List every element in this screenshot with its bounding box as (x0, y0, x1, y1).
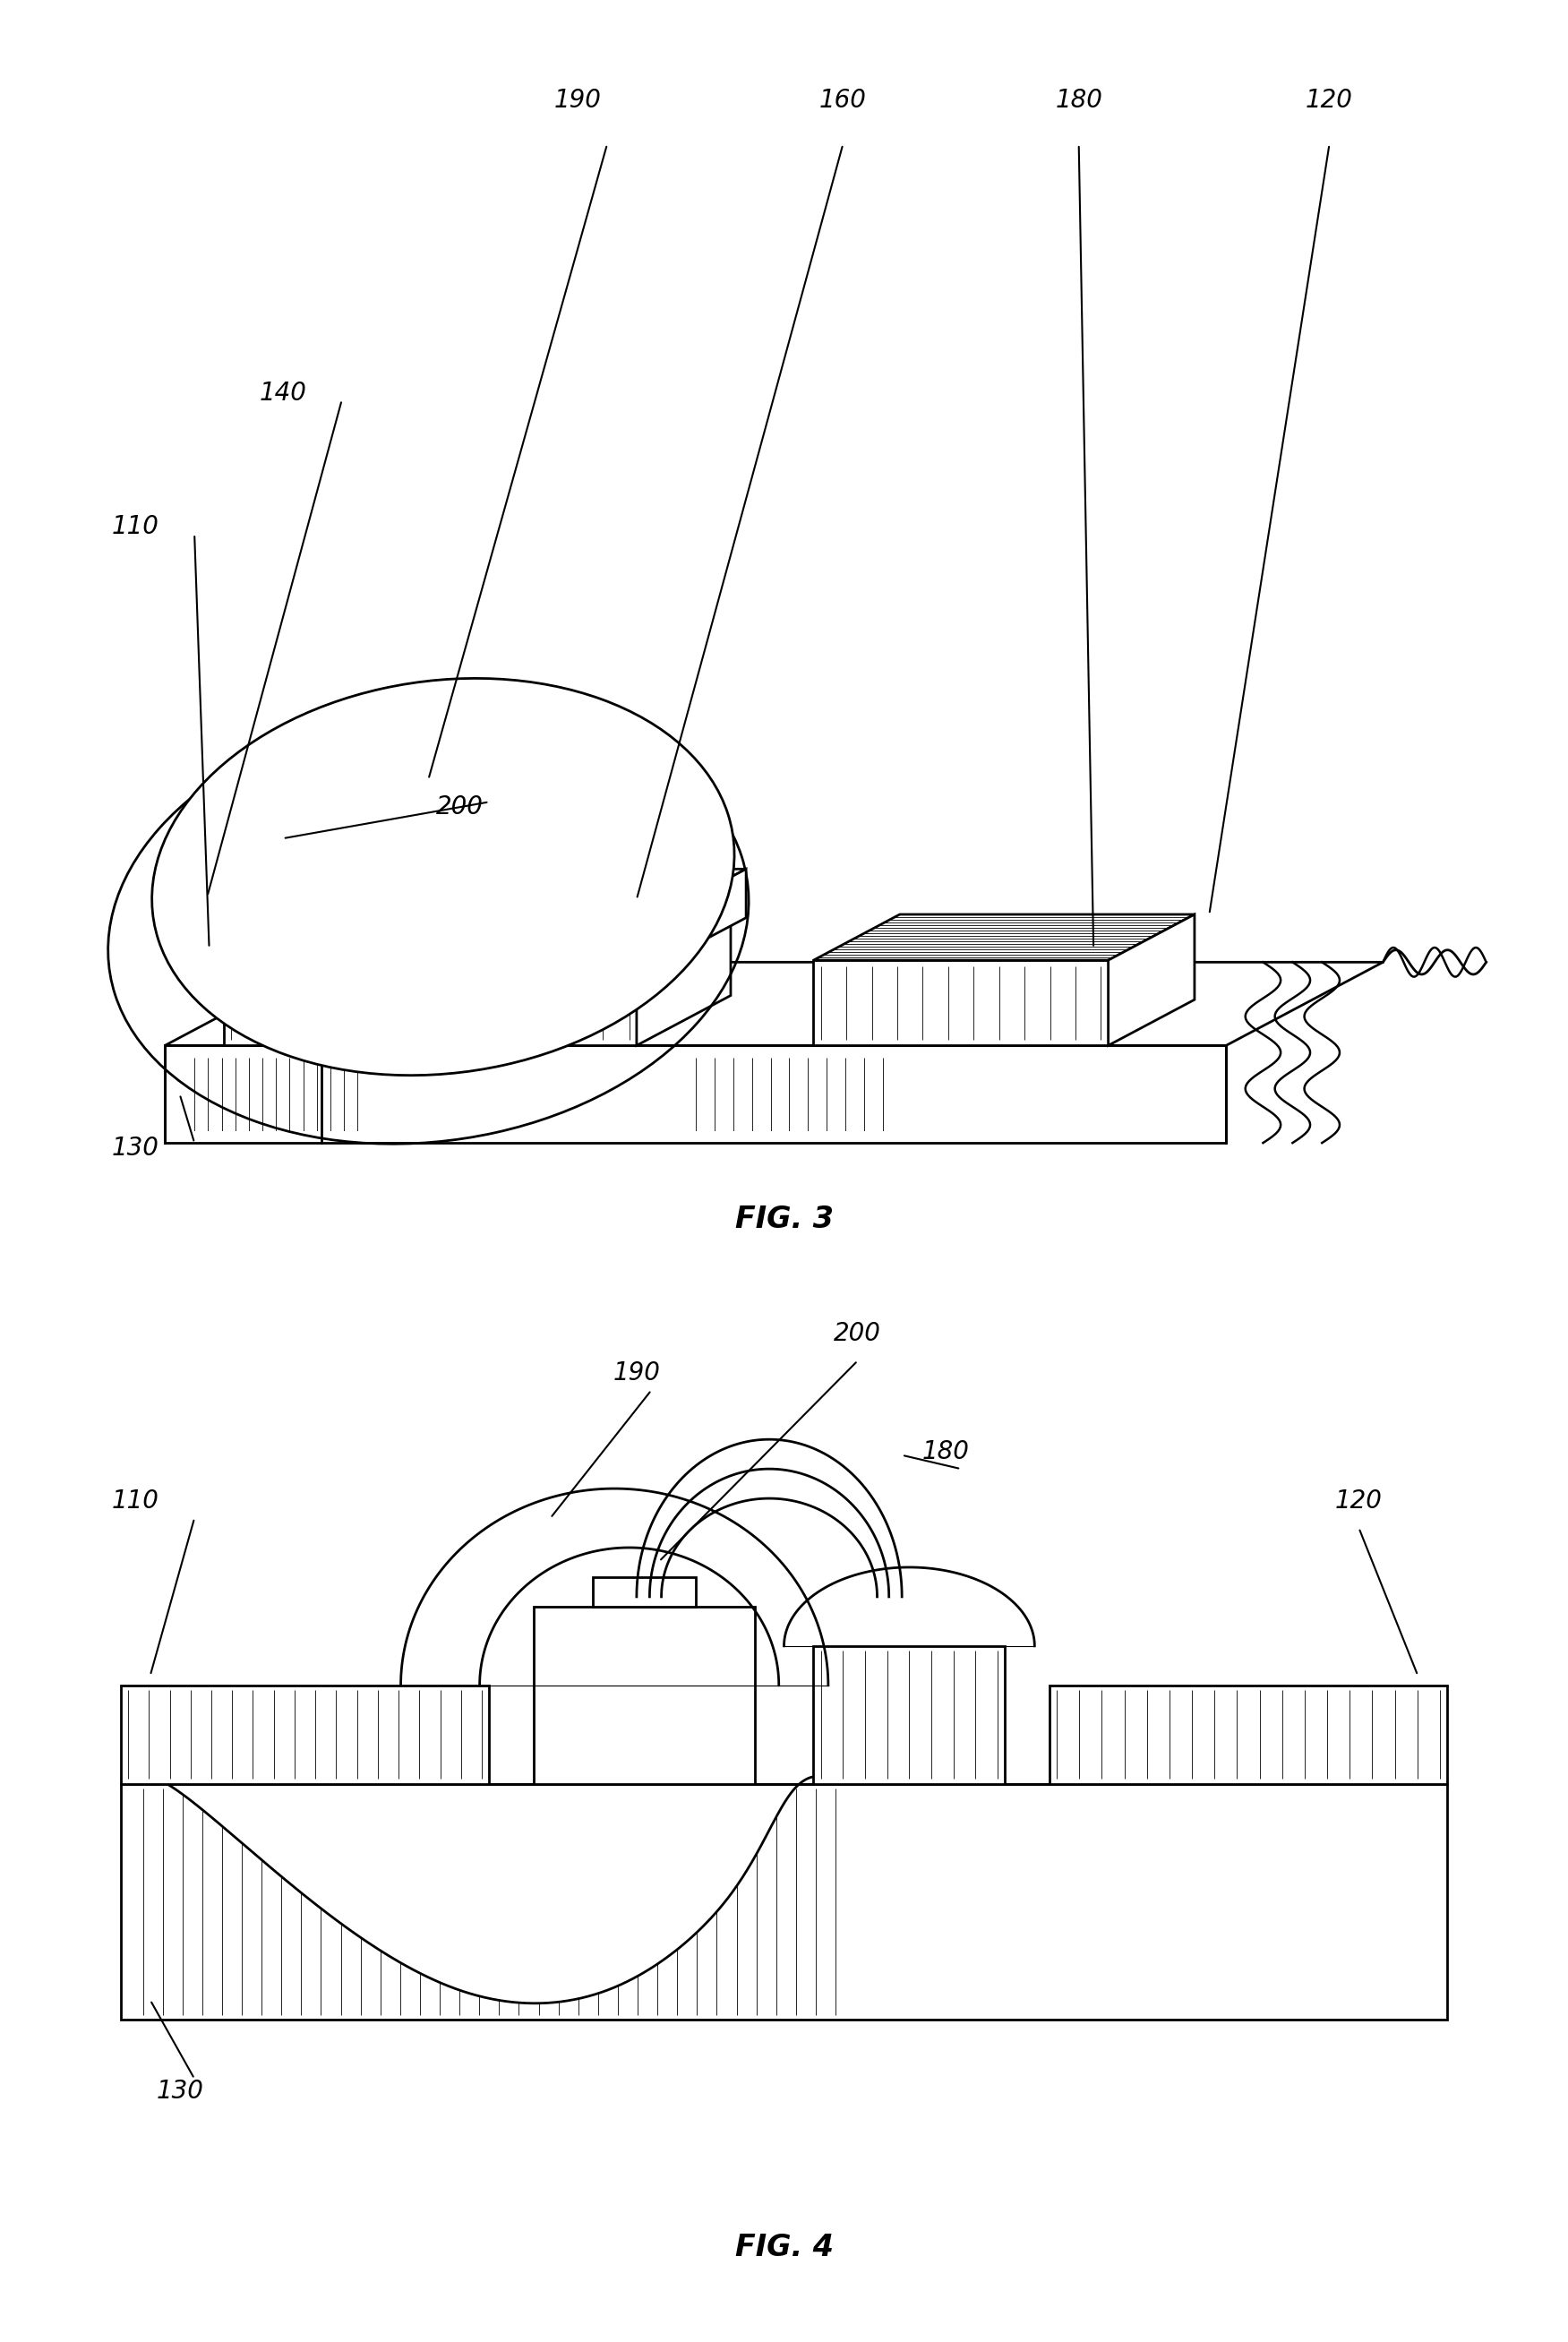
Polygon shape (593, 1576, 696, 1607)
Polygon shape (312, 869, 746, 911)
Polygon shape (224, 960, 637, 1045)
Text: 120: 120 (1336, 1490, 1383, 1513)
Polygon shape (121, 1785, 1447, 2019)
Text: FIG. 4: FIG. 4 (735, 2232, 833, 2262)
Polygon shape (165, 1045, 1226, 1143)
Polygon shape (1049, 1686, 1447, 1785)
Text: 180: 180 (1055, 89, 1102, 112)
Polygon shape (165, 963, 1383, 1045)
Polygon shape (814, 913, 1195, 960)
Text: 160: 160 (820, 89, 867, 112)
Polygon shape (224, 911, 731, 960)
Text: 110: 110 (111, 1490, 158, 1513)
Text: 180: 180 (922, 1440, 969, 1464)
Polygon shape (666, 869, 746, 960)
Text: 110: 110 (111, 515, 158, 539)
Text: 130: 130 (111, 1136, 158, 1159)
Text: 200: 200 (436, 794, 483, 820)
Polygon shape (121, 1686, 489, 1785)
Text: 130: 130 (157, 2080, 204, 2103)
Ellipse shape (152, 679, 734, 1075)
Text: 120: 120 (1306, 89, 1353, 112)
Text: 190: 190 (554, 89, 601, 112)
Polygon shape (533, 1607, 754, 1785)
Text: 140: 140 (259, 379, 306, 405)
Polygon shape (814, 960, 1109, 1045)
Text: 190: 190 (613, 1361, 660, 1386)
Polygon shape (312, 911, 666, 960)
Polygon shape (814, 1646, 1005, 1785)
Text: FIG. 3: FIG. 3 (735, 1204, 833, 1234)
Polygon shape (1109, 913, 1195, 1045)
Text: 200: 200 (834, 1321, 881, 1347)
Polygon shape (637, 911, 731, 1045)
